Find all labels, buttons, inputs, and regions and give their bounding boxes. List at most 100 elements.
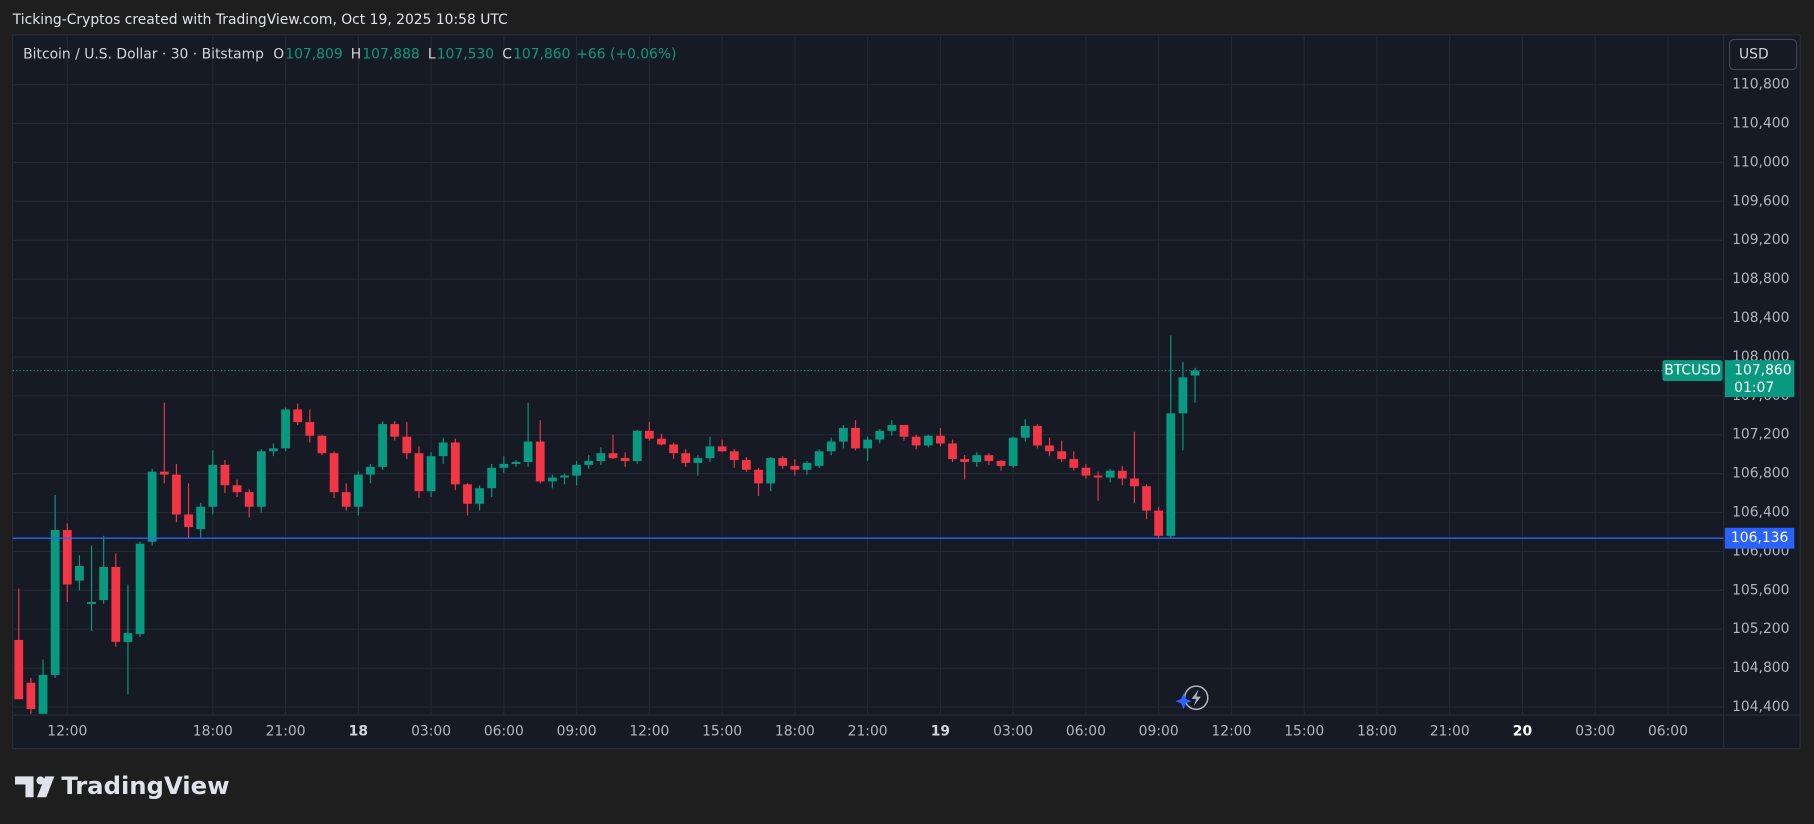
x-tick-label: 18	[349, 723, 368, 739]
candle-body	[172, 474, 181, 515]
candle-body	[87, 602, 96, 604]
candle-body	[269, 448, 278, 452]
candle-body	[1020, 425, 1030, 438]
y-tick-label: 110,800	[1732, 77, 1789, 93]
horizontal-line-tag	[1724, 527, 1795, 549]
candle-body	[196, 506, 206, 530]
candle-body	[99, 566, 109, 601]
candle-body	[1081, 467, 1091, 476]
candle-body	[450, 442, 460, 485]
candle-body	[608, 453, 618, 459]
ohlc-letter: H	[351, 47, 361, 63]
candle-body	[208, 464, 218, 507]
candle-body	[50, 530, 60, 675]
candle-body	[875, 430, 885, 440]
candle-body	[232, 485, 242, 493]
candle-body	[996, 460, 1006, 466]
replay-icon	[1175, 685, 1209, 711]
candle-body	[693, 458, 703, 463]
ohlc-value: 107,809	[285, 47, 342, 63]
ohlc-letter: C	[502, 47, 512, 63]
x-tick-label: 15:00	[1284, 723, 1324, 739]
candle-body	[293, 409, 303, 423]
x-tick-label: 09:00	[1139, 723, 1179, 739]
candle-body	[1057, 451, 1067, 460]
candle-body	[826, 441, 836, 452]
candle-body	[1142, 486, 1151, 511]
x-tick-label: 21:00	[266, 723, 306, 739]
candle-body	[402, 436, 412, 454]
x-tick-label: 18:00	[1357, 723, 1397, 739]
candle-body	[281, 409, 290, 449]
candle-body	[438, 442, 448, 457]
currency[interactable]: USD	[1739, 47, 1769, 63]
horizontal-line-label: 106,136	[1731, 530, 1788, 546]
candle-body	[511, 461, 521, 464]
candle-body	[1033, 425, 1042, 446]
candle-body	[26, 682, 36, 709]
candle-body	[851, 427, 860, 449]
candle-body	[1105, 470, 1115, 478]
candles	[14, 335, 1200, 714]
candle-body	[863, 439, 873, 449]
candle-body	[802, 462, 812, 470]
y-tick-label: 108,400	[1732, 310, 1789, 326]
candle-body	[717, 446, 727, 452]
x-tick-label: 03:00	[411, 723, 451, 739]
candle-body	[414, 453, 424, 492]
y-tick-label: 104,400	[1732, 699, 1789, 715]
candle-body	[560, 475, 569, 478]
candle-body	[572, 464, 582, 476]
logo-mark	[37, 776, 55, 798]
candle-body	[123, 633, 133, 642]
candle-body	[244, 492, 254, 507]
candle-body	[669, 444, 679, 454]
candle-body	[14, 639, 24, 700]
candle-body	[1178, 377, 1188, 414]
candle-body	[729, 451, 739, 461]
y-tick-label: 108,800	[1732, 271, 1789, 287]
y-tick-label: 109,600	[1732, 193, 1789, 209]
symbol-tag-bg	[1662, 360, 1723, 381]
candle-body	[317, 435, 327, 454]
candle-body	[1166, 413, 1176, 536]
x-tick-label: 12:00	[47, 723, 87, 739]
candle-body	[754, 469, 763, 484]
x-tick-label: 21:00	[848, 723, 888, 739]
candle-body	[620, 458, 630, 461]
y-tick-label: 110,400	[1732, 116, 1789, 132]
candle-body	[1154, 510, 1164, 536]
y-tick-label: 105,600	[1732, 582, 1789, 598]
x-tick-label: 19	[931, 723, 950, 739]
candle-body	[135, 543, 145, 635]
candle-body	[681, 453, 691, 463]
candle-body	[1045, 445, 1054, 452]
x-tick-label: 21:00	[1430, 723, 1470, 739]
candle-body	[38, 674, 48, 714]
x-tick-label: 06:00	[1648, 723, 1688, 739]
candle-body	[426, 456, 436, 492]
candle-body	[487, 467, 497, 489]
ohlc-value: 107,888	[362, 47, 419, 63]
last-price-tag-bg	[1724, 360, 1795, 398]
chart-frame	[12, 34, 1801, 750]
candle-body	[960, 459, 970, 462]
x-tick-label: 09:00	[557, 723, 597, 739]
y-tick-label: 106,800	[1732, 466, 1789, 482]
footer: TradingView	[15, 771, 230, 800]
x-tick-label: 03:00	[1575, 723, 1615, 739]
candle-body	[644, 430, 654, 439]
countdown: 01:07	[1734, 380, 1774, 396]
header: Ticking-Cryptos created with TradingView…	[12, 12, 508, 28]
candle-body	[390, 424, 400, 437]
candle-body	[256, 451, 266, 507]
candle-body	[1117, 470, 1127, 479]
currency-button[interactable]	[1728, 38, 1798, 71]
candle-body	[911, 436, 921, 446]
candle-body	[329, 453, 339, 493]
candle-body	[535, 441, 545, 482]
candle-body	[1093, 475, 1103, 478]
x-tick-label: 12:00	[629, 723, 669, 739]
x-tick-label: 18:00	[193, 723, 233, 739]
